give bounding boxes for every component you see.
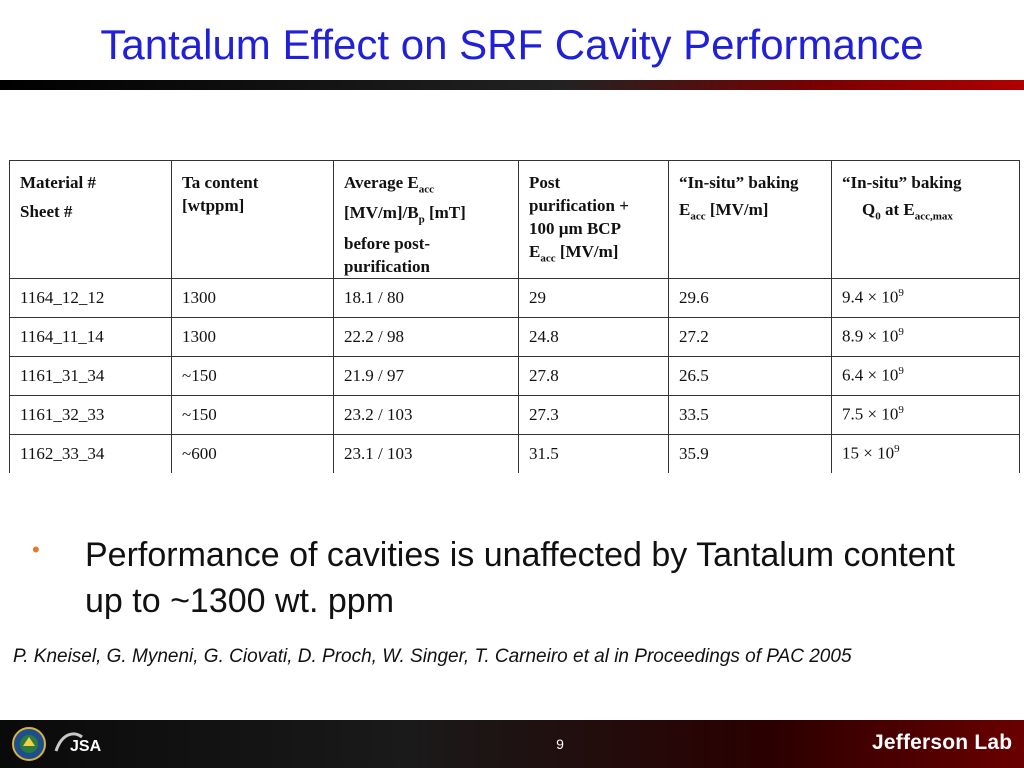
- header-ta-content: Ta content [wtppm]: [171, 160, 334, 279]
- cell-q0: 7.5 × 109: [831, 394, 1020, 435]
- cell-post: 31.5: [518, 433, 669, 473]
- jsa-logo-text: JSA: [70, 738, 102, 755]
- cell-q0: 6.4 × 109: [831, 355, 1020, 396]
- header-average-eacc: Average Eacc [MV/m]/Bp [mT] before post-…: [333, 160, 519, 279]
- slide-title: Tantalum Effect on SRF Cavity Performanc…: [100, 21, 924, 68]
- table-row: 1162_33_34 ~600 23.1 / 103 31.5 35.9 15 …: [9, 433, 1020, 473]
- cell-material: 1161_31_34: [9, 355, 172, 396]
- table-header-row: Material # Sheet # Ta content [wtppm] Av…: [9, 160, 1020, 279]
- header-post-purification: Post purification + 100 µm BCP Eacc [MV/…: [518, 160, 669, 279]
- cell-ta: 1300: [171, 316, 334, 357]
- title-divider-bar: [0, 80, 1024, 90]
- jefferson-lab-logo: Jefferson Lab: [872, 731, 1013, 754]
- jsa-logo-icon: JSA: [54, 732, 102, 755]
- cell-q0: 8.9 × 109: [831, 316, 1020, 357]
- page-number: 9: [556, 736, 564, 752]
- cell-material: 1164_11_14: [9, 316, 172, 357]
- bullet-text: Performance of cavities is unaffected by…: [85, 536, 956, 620]
- cell-avg: 22.2 / 98: [333, 316, 519, 357]
- footer-bar: [0, 720, 1024, 768]
- cell-ta: 1300: [171, 277, 334, 318]
- cell-eacc: 35.9: [668, 433, 832, 473]
- cell-q0: 9.4 × 109: [831, 277, 1020, 318]
- header-insitu-eacc: “In-situ” baking Eacc [MV/m]: [668, 160, 832, 279]
- header-insitu-q0: “In-situ” baking Q0 at Eacc,max: [831, 160, 1020, 279]
- cell-eacc: 33.5: [668, 394, 832, 435]
- cell-eacc: 26.5: [668, 355, 832, 396]
- cell-ta: ~600: [171, 433, 334, 473]
- cell-q0: 15 × 109: [831, 433, 1020, 473]
- cell-post: 27.8: [518, 355, 669, 396]
- cell-material: 1162_33_34: [9, 433, 172, 473]
- table-row: 1164_12_12 1300 18.1 / 80 29 29.6 9.4 × …: [9, 277, 1020, 318]
- cell-post: 27.3: [518, 394, 669, 435]
- cell-ta: ~150: [171, 355, 334, 396]
- doe-seal-icon: [12, 727, 46, 761]
- table-row: 1161_31_34 ~150 21.9 / 97 27.8 26.5 6.4 …: [9, 355, 1020, 396]
- cell-avg: 21.9 / 97: [333, 355, 519, 396]
- cell-avg: 23.1 / 103: [333, 433, 519, 473]
- citation: P. Kneisel, G. Myneni, G. Ciovati, D. Pr…: [13, 646, 852, 667]
- cell-post: 29: [518, 277, 669, 318]
- bullet-dot: •: [32, 537, 40, 562]
- cell-avg: 18.1 / 80: [333, 277, 519, 318]
- table-row: 1161_32_33 ~150 23.2 / 103 27.3 33.5 7.5…: [9, 394, 1020, 435]
- table-row: 1164_11_14 1300 22.2 / 98 24.8 27.2 8.9 …: [9, 316, 1020, 357]
- cell-material: 1161_32_33: [9, 394, 172, 435]
- cell-avg: 23.2 / 103: [333, 394, 519, 435]
- cell-eacc: 27.2: [668, 316, 832, 357]
- cell-material: 1164_12_12: [9, 277, 172, 318]
- cell-ta: ~150: [171, 394, 334, 435]
- cell-post: 24.8: [518, 316, 669, 357]
- cavity-data-table: Material # Sheet # Ta content [wtppm] Av…: [9, 160, 1020, 473]
- header-material: Material # Sheet #: [9, 160, 172, 279]
- cell-eacc: 29.6: [668, 277, 832, 318]
